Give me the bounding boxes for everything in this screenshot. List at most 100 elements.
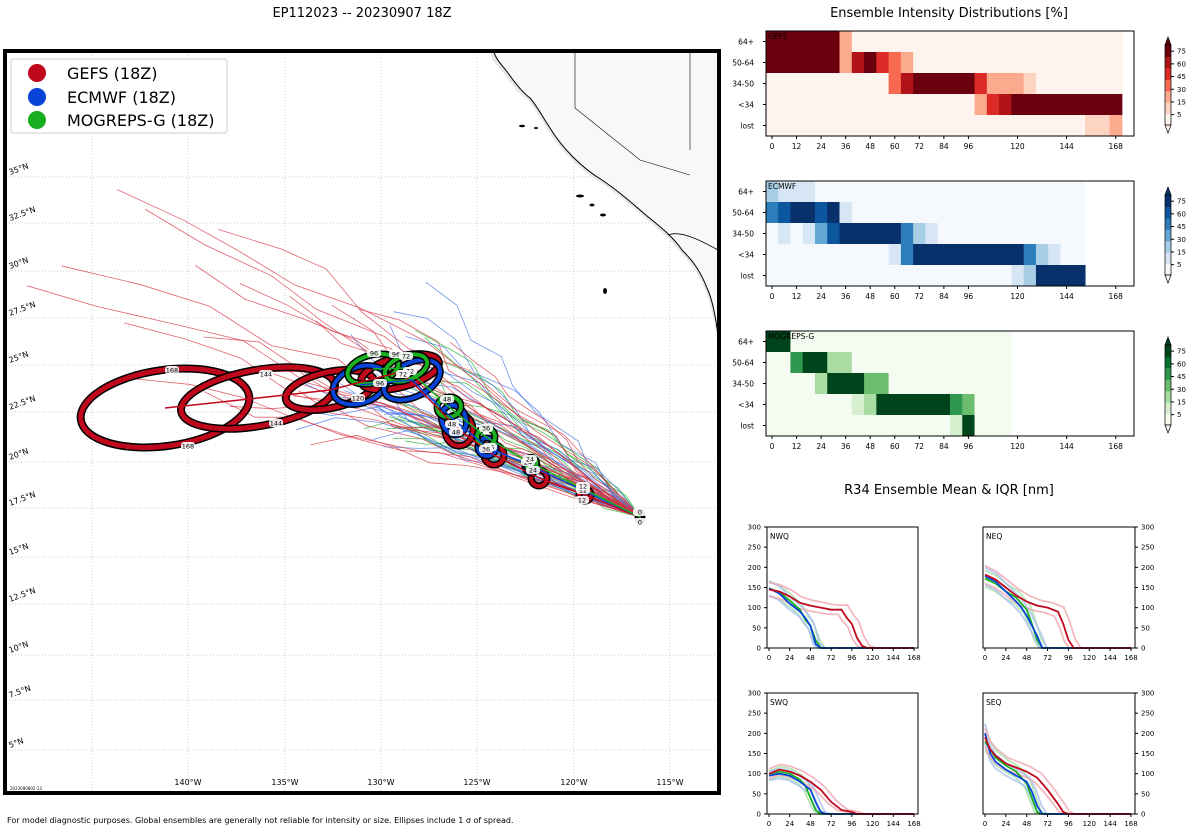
- r34-y-label: 150: [748, 750, 761, 758]
- r34-x-label: 168: [1124, 654, 1137, 662]
- heatmap-cell: [766, 52, 779, 74]
- heatmap-x-label: 48: [865, 442, 875, 451]
- heatmap-cell: [986, 181, 1000, 203]
- gefs-hour-0: 0: [638, 509, 642, 517]
- heatmap-cell: [1048, 244, 1061, 266]
- heatmap-x-label: 84: [939, 442, 949, 451]
- r34-frame: [766, 526, 919, 649]
- heatmap-cell: [913, 244, 926, 266]
- heatmap-cell: [802, 223, 816, 245]
- heatmap-x-label: 24: [816, 292, 826, 301]
- heatmap-cell: [1048, 94, 1061, 116]
- heatmap-cell: [950, 394, 963, 416]
- heatmap-cell: [950, 52, 963, 74]
- r34-y-label: 50: [752, 624, 761, 632]
- heatmap-cell: [827, 352, 841, 374]
- lon-label: 135°W: [271, 778, 298, 787]
- heatmap-x-label: 72: [915, 442, 925, 451]
- heatmap-cell: [913, 52, 926, 74]
- heatmap-cell: [999, 244, 1012, 266]
- r34-y-label: 100: [1141, 770, 1154, 778]
- heatmap-y-label: lost: [740, 272, 754, 281]
- heatmap-cell: [790, 94, 804, 116]
- heatmap-cell: [900, 115, 914, 137]
- r34-x-label: 72: [1043, 654, 1052, 662]
- heatmap-cell: [962, 115, 976, 137]
- r34-quadrant-label: NWQ: [770, 532, 789, 541]
- heatmap-cell: [864, 202, 877, 224]
- map-area: 1681681441441209672483624120967248362412…: [6, 52, 718, 792]
- heatmap-cell: [888, 415, 902, 437]
- heatmap-cell: [851, 331, 865, 353]
- heatmap-cell: [888, 52, 902, 74]
- map-title: EP112023 -- 20230907 18Z: [272, 6, 451, 21]
- r34-x-label: 96: [847, 820, 856, 828]
- member-track: [438, 377, 641, 518]
- heatmap-cell: [974, 373, 988, 395]
- heatmap-y-label: 50-64: [732, 59, 754, 68]
- heatmap-cell: [888, 244, 902, 266]
- heatmap-cell: [937, 265, 951, 287]
- heatmap-x-label: 144: [1059, 442, 1074, 451]
- heatmap-x-label: 60: [890, 142, 900, 151]
- r34-panel-seq: SEQ 0 50 100 150 200 250 300 0 24 48 72 96 120 144 168: [982, 690, 1154, 828]
- lon-label: 125°W: [463, 778, 490, 787]
- heatmap-cell: [925, 394, 939, 416]
- ecmwf-iqr-line: [984, 723, 1131, 815]
- heatmap-cell: [839, 373, 853, 395]
- r34-x-label: 168: [1124, 820, 1137, 828]
- heatmap-y-label: lost: [740, 122, 754, 131]
- heatmap-cell: [950, 73, 963, 95]
- r34-x-label: 96: [1064, 654, 1073, 662]
- heatmap-cell: [814, 202, 828, 224]
- heatmap-x-label: 144: [1059, 292, 1074, 301]
- heatmap-cell: [937, 373, 951, 395]
- lon-label: 140°W: [174, 778, 201, 787]
- heatmap-cell: [1097, 115, 1111, 137]
- heatmap-cell: [766, 394, 779, 416]
- heatmap-cell: [1072, 73, 1086, 95]
- heatmap-cell: [839, 244, 853, 266]
- gefs-iqr-line: [984, 746, 1124, 815]
- heatmap-cell: [876, 373, 890, 395]
- heatmap-x-label: 36: [841, 142, 851, 151]
- r34-x-label: 24: [785, 654, 794, 662]
- heatmap-cell: [999, 352, 1012, 374]
- longitude-labels: 140°W 135°W 130°W 125°W 120°W 115°W: [174, 778, 683, 787]
- r34-panel-nwq: NWQ 0 50 100 150 200 250 300 0 24 48 72 96 120 144 168: [748, 524, 921, 663]
- heatmap-cell: [962, 415, 976, 437]
- heatmap-cell: [986, 73, 1000, 95]
- heatmap-cell: [827, 202, 841, 224]
- ecmwf-hour-12: 12: [578, 497, 586, 505]
- heatmap-cell: [839, 223, 853, 245]
- heatmap-cell: [974, 244, 988, 266]
- colorbar-label: 45: [1177, 223, 1186, 231]
- heatmap-cell: [827, 181, 841, 203]
- heatmap-cell: [790, 331, 804, 353]
- heatmap-cell: [864, 394, 877, 416]
- heatmap-cell: [802, 244, 816, 266]
- heatmap-cell: [950, 94, 963, 116]
- colorbar-label: 5: [1177, 111, 1181, 119]
- heatmap-cell: [1048, 52, 1061, 74]
- r34-y-label: 300: [1141, 690, 1154, 698]
- heatmap-cell: [778, 73, 791, 95]
- heatmap-y-label: 34-50: [732, 380, 754, 389]
- colorbar-segment: [1165, 102, 1171, 115]
- heatmap-x-label: 120: [1010, 292, 1025, 301]
- member-track: [358, 308, 641, 518]
- heatmap-cell: [913, 31, 926, 53]
- heatmap-cell: [913, 373, 926, 395]
- r34-y-label: 200: [1141, 564, 1154, 572]
- mogreps-hour-12: 12: [579, 483, 587, 491]
- heatmap-cell: [913, 202, 926, 224]
- colorbar-label: 5: [1177, 261, 1181, 269]
- heatmap-cell: [814, 115, 828, 137]
- heatmap-cell: [864, 265, 877, 287]
- heatmap-cell: [876, 31, 890, 53]
- heatmap-cell: [925, 352, 939, 374]
- map-legend: GEFS (18Z) ECMWF (18Z) MOGREPS-G (18Z): [10, 58, 228, 134]
- r34-quadrant-label: NEQ: [986, 532, 1002, 541]
- heatmap-cell: [790, 202, 804, 224]
- heatmap-cell: [1072, 223, 1086, 245]
